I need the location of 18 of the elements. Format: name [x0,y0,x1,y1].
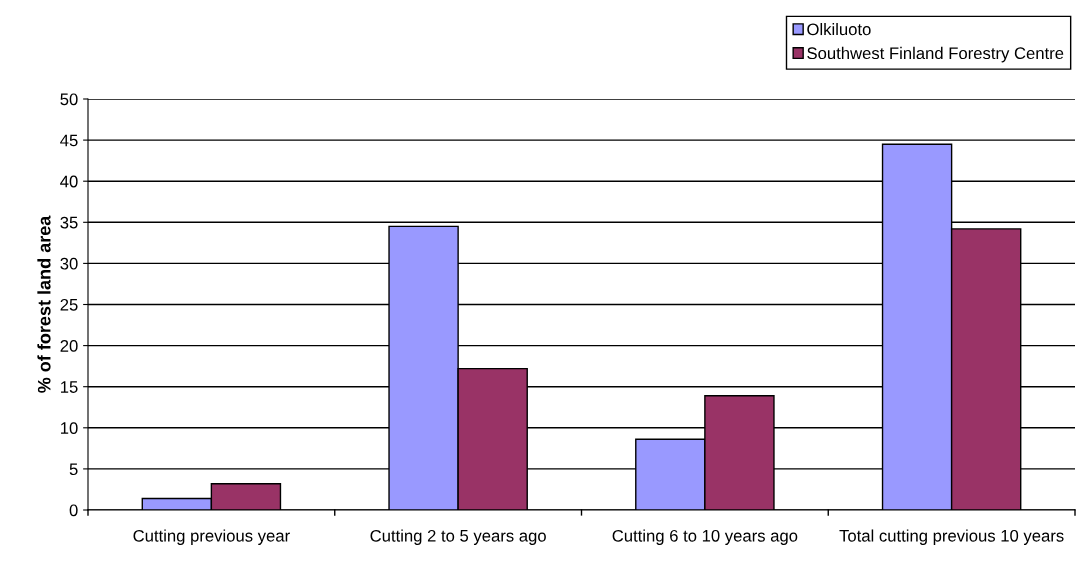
y-tick-label: 10 [61,422,78,434]
y-tick-label: 25 [60,298,78,311]
x-tick-label: Cutting 2 to 5 years ago [370,529,546,545]
x-tick-label: Cutting previous year [133,529,290,545]
y-tick-label: 0 [69,504,78,517]
y-tick-label: 40 [60,175,78,188]
y-tick-label: 15 [61,381,78,393]
y-tick-label: 5 [69,463,78,476]
y-axis-title: % of forest land area [37,215,51,393]
legend-label: Olkiluoto [807,23,871,36]
x-tick-label: Total cutting previous 10 years [839,529,1064,545]
y-tick-label: 35 [60,216,78,229]
y-tick-label: 20 [60,340,78,352]
x-tick-label: Cutting 6 to 10 years ago [612,529,798,545]
y-tick-label: 50 [60,93,78,106]
y-tick-label: 30 [60,257,78,270]
y-tick-label: 45 [60,134,78,147]
legend-label: Southwest Finland Forestry Centre [807,46,1064,63]
